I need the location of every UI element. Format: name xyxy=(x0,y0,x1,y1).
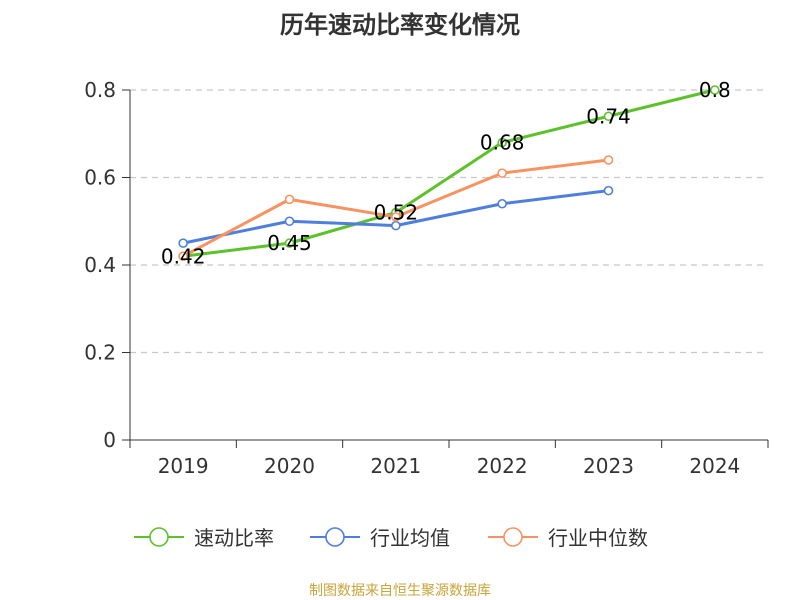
data-label: 0.68 xyxy=(480,131,525,155)
x-tick-label: 2024 xyxy=(689,454,740,478)
x-tick-label: 2020 xyxy=(264,454,315,478)
legend-item: 行业均值 xyxy=(310,526,450,550)
data-label: 0.52 xyxy=(374,201,419,225)
data-point xyxy=(603,155,614,165)
data-point xyxy=(178,251,188,262)
legend-item: 速动比率 xyxy=(134,526,274,550)
legend-marker xyxy=(149,527,169,547)
y-tick-label: 0.8 xyxy=(84,78,116,102)
data-point xyxy=(284,194,295,205)
data-point xyxy=(710,85,720,95)
y-tick-label: 0.4 xyxy=(84,253,116,277)
data-point xyxy=(497,168,507,178)
x-tick-label: 2023 xyxy=(583,454,634,478)
series-group xyxy=(178,85,720,262)
y-tick-label: 0.2 xyxy=(84,341,116,365)
data-point xyxy=(284,238,295,248)
data-point xyxy=(497,137,507,148)
data-point xyxy=(391,212,401,222)
axes: 0 0.2 0.4 0.6 0.8 2019 2020 2021 2022 2023 2024 xyxy=(84,78,769,478)
source-note: 制图数据来自恒生聚源数据库 xyxy=(309,583,491,599)
x-tick-label: 2022 xyxy=(477,454,528,478)
legend-marker xyxy=(503,527,523,547)
y-tick-label: 0.6 xyxy=(84,166,116,190)
data-point xyxy=(603,111,614,122)
legend-label: 速动比率 xyxy=(194,526,274,550)
data-point xyxy=(178,238,188,248)
chart-title: 历年速动比率变化情况 xyxy=(280,11,520,39)
grid-lines xyxy=(130,89,768,354)
data-label: 0.74 xyxy=(586,104,631,128)
y-tick-label: 0 xyxy=(103,428,116,452)
x-tick-label: 2021 xyxy=(370,454,421,478)
data-point xyxy=(284,216,295,227)
data-point xyxy=(603,185,614,196)
data-point xyxy=(497,198,507,209)
series-line xyxy=(181,88,717,258)
data-label: 0.8 xyxy=(699,78,731,102)
legend: 速动比率 行业均值 行业中位数 xyxy=(134,526,648,550)
legend-label: 行业中位数 xyxy=(548,526,648,550)
data-label: 0.45 xyxy=(267,231,312,255)
legend-item: 行业中位数 xyxy=(488,526,648,550)
data-labels: 0.42 0.45 0.52 0.68 0.74 0.8 xyxy=(161,78,731,268)
x-tick-label: 2019 xyxy=(158,454,209,478)
legend-label: 行业均值 xyxy=(370,526,450,550)
legend-marker xyxy=(325,527,345,547)
data-label: 0.42 xyxy=(161,244,206,268)
